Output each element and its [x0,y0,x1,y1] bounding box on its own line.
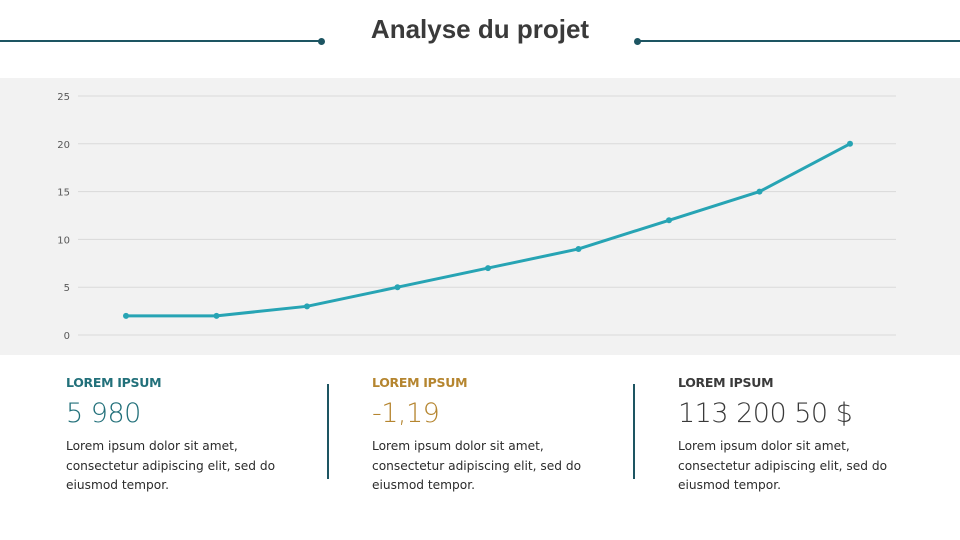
data-point-marker [575,245,582,252]
stat-description: Lorem ipsum dolor sit amet, consectetur … [66,439,276,492]
stat-block-1: LOREM IPSUM 5 980 Lorem ipsum dolor sit … [66,375,296,496]
divider-2 [633,384,635,479]
y-tick-label: 10 [57,235,70,246]
data-point-marker [213,312,220,319]
data-point-marker [485,265,491,272]
title-line-right [638,40,960,42]
y-tick-label: 15 [57,188,70,199]
y-tick-label: 25 [57,92,70,103]
chart-series-line [126,142,851,318]
stat-label: LOREM IPSUM [66,375,162,390]
title-dot-left [318,37,325,45]
stat-label: LOREM IPSUM [372,375,468,390]
data-point-marker [666,217,672,224]
stat-description: Lorem ipsum dolor sit amet, consectetur … [372,439,582,492]
divider-1 [327,384,329,479]
chart-y-axis: 0 5 10 15 20 25 [57,92,70,342]
y-tick-label: 20 [57,140,70,151]
title-line-left [0,40,321,42]
data-point-marker [756,188,763,195]
stat-block-3: LOREM IPSUM 113 200 50 $ Lorem ipsum dol… [678,375,908,496]
page-title: Analyse du projet [370,14,590,44]
stat-value: -1,19 [372,398,440,429]
title-dot-right [634,37,641,45]
data-point-marker [394,284,401,291]
data-point-marker [847,140,853,147]
stat-block-2: LOREM IPSUM -1,19 Lorem ipsum dolor sit … [372,375,602,496]
line-chart: 0 5 10 15 20 25 [57,92,896,342]
stat-value: 113 200 50 $ [678,398,853,429]
data-point-marker [304,303,310,310]
stat-description: Lorem ipsum dolor sit amet, consectetur … [678,439,888,492]
chart-panel: 0 5 10 15 20 25 [0,78,960,355]
chart-markers [123,140,853,319]
chart-gridlines [78,95,896,336]
y-tick-label: 5 [64,283,70,294]
stat-value: 5 980 [66,398,141,429]
y-tick-label: 0 [64,331,70,342]
stat-label: LOREM IPSUM [678,375,774,390]
data-point-marker [123,312,129,319]
